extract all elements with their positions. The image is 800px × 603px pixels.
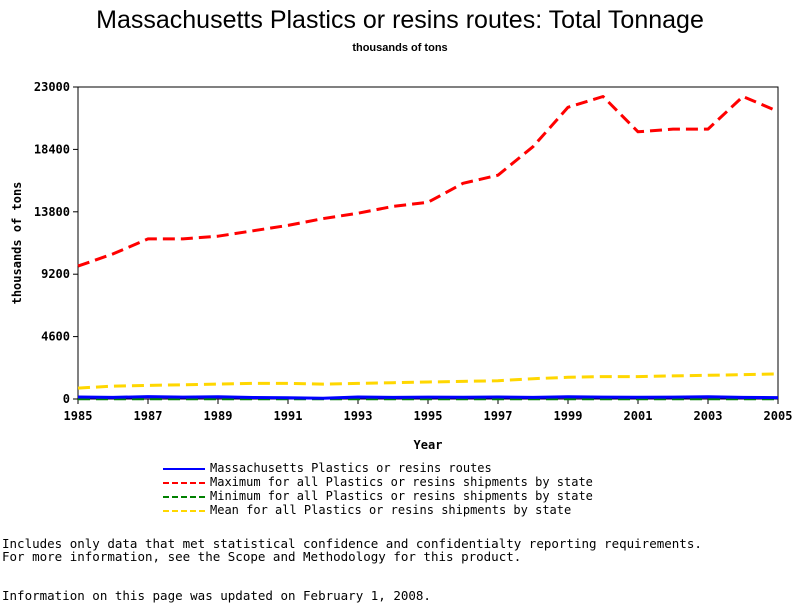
series-line-state [77, 395, 779, 400]
x-tick-label: 1993 [344, 409, 373, 423]
x-tick-label: 2003 [694, 409, 723, 423]
legend-swatch-state [163, 467, 205, 470]
legend-item-mean: Mean for all Plastics or resins shipment… [163, 503, 593, 517]
x-tick-label: 1987 [134, 409, 163, 423]
y-tick-label: 13800 [34, 205, 70, 219]
legend-label-minimum: Minimum for all Plastics or resins shipm… [210, 489, 593, 503]
series-line-mean [77, 372, 779, 390]
plot-series [77, 95, 779, 401]
x-tick-label: 1997 [484, 409, 513, 423]
y-tick-label: 23000 [34, 80, 70, 94]
chart-legend: Massachusetts Plastics or resins routes … [163, 461, 593, 517]
legend-swatch-mean [163, 509, 205, 512]
x-tick-label: 1989 [204, 409, 233, 423]
y-tick-label: 0 [63, 392, 70, 406]
legend-swatch-maximum [163, 481, 205, 484]
x-tick-label: 1985 [64, 409, 93, 423]
y-axis-label: thousands of tons [10, 182, 24, 305]
chart-subtitle: thousands of tons [352, 42, 448, 54]
x-axis-label: Year [414, 438, 443, 452]
x-tick-label: 1991 [274, 409, 303, 423]
plot-frame [77, 86, 779, 400]
y-tick-label: 9200 [41, 267, 70, 281]
x-tick-label: 1995 [414, 409, 443, 423]
y-tick-label: 18400 [34, 142, 70, 156]
x-tick-label: 2001 [624, 409, 653, 423]
footnote-confidence: Includes only data that met statistical … [2, 536, 702, 551]
legend-label-mean: Mean for all Plastics or resins shipment… [210, 503, 572, 517]
x-tick-label: 1999 [554, 409, 583, 423]
legend-item-maximum: Maximum for all Plastics or resins shipm… [163, 475, 593, 489]
chart-title: Massachusetts Plastics or resins routes:… [96, 6, 704, 34]
footnote-updated: Information on this page was updated on … [2, 588, 431, 603]
legend-swatch-minimum [163, 495, 205, 498]
footnote-methodology: For more information, see the Scope and … [2, 549, 522, 564]
y-tick-label: 4600 [41, 330, 70, 344]
legend-label-maximum: Maximum for all Plastics or resins shipm… [210, 475, 593, 489]
series-line-maximum [77, 95, 779, 268]
axes: 0 4600 9200 13800 18400 23000 1985 1987 1989 1991… [34, 80, 793, 423]
legend-item-state: Massachusetts Plastics or resins routes [163, 461, 593, 475]
legend-item-minimum: Minimum for all Plastics or resins shipm… [163, 489, 593, 503]
x-tick-label: 2005 [764, 409, 793, 423]
legend-label-state: Massachusetts Plastics or resins routes [210, 461, 492, 475]
